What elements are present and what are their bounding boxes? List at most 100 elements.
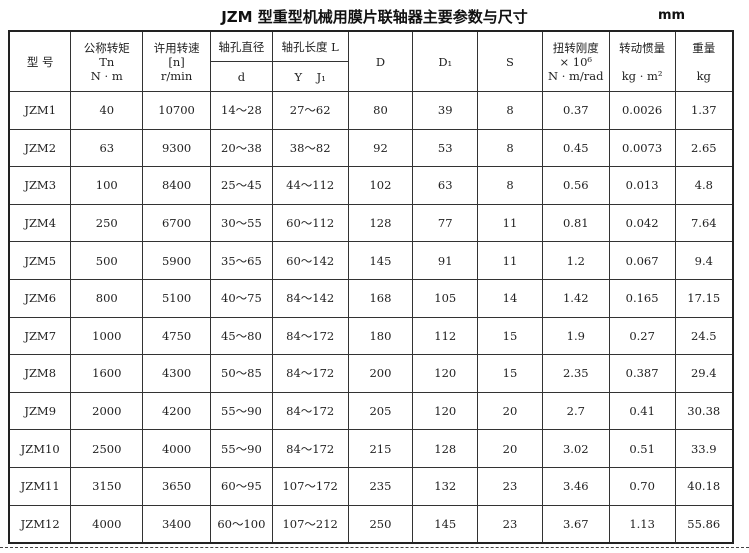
table-cell: 250	[70, 203, 144, 243]
table-cell: 84～172	[271, 354, 349, 393]
table-cell: JZM4	[8, 203, 72, 243]
table-row: JZM11 3150 3650 60～95 107～172 235 132 23 3.46 0.7…	[8, 466, 734, 506]
table-cell: 0.0026	[608, 91, 676, 130]
table-cell: 17.15	[674, 278, 734, 318]
table-row: JZM9 2000 4200 55～90 84～172 205 120 20 2.7 0.41 30…	[8, 391, 734, 431]
table-cell: 200	[347, 354, 414, 393]
table-cell: JZM9	[8, 391, 72, 431]
table-cell: 23	[477, 504, 543, 544]
table-row: JZM5 500 5900 35～65 60～142 145 91 11 1.2 0.067 9.4	[8, 241, 734, 280]
table-cell: 5900	[142, 241, 211, 280]
table-cell: 23	[477, 466, 543, 506]
table-cell: 2.65	[674, 128, 734, 168]
table-cell: 800	[70, 278, 144, 318]
table-cell: 4.8	[674, 166, 734, 205]
table-cell: 128	[347, 203, 414, 243]
table-cell: JZM11	[8, 466, 72, 506]
header-stiffness: 扭转刚度 × 10⁶ N · m/rad	[541, 30, 610, 92]
table-cell: JZM6	[8, 278, 72, 318]
table-cell: 250	[347, 504, 414, 544]
table-cell: 0.042	[608, 203, 676, 243]
table-cell: 60～112	[271, 203, 349, 243]
table-row: JZM8 1600 4300 50～85 84～172 200 120 15 2.35 0.387…	[8, 354, 734, 393]
table-cell: 205	[347, 391, 414, 431]
table-cell: 6700	[142, 203, 211, 243]
table-cell: 4750	[142, 316, 211, 356]
table-cell: 120	[412, 354, 479, 393]
table-cell: JZM3	[8, 166, 72, 205]
table-cell: 8	[477, 166, 543, 205]
table-cell: 3.02	[541, 429, 610, 468]
table-cell: 9.4	[674, 241, 734, 280]
table-cell: 128	[412, 429, 479, 468]
table-cell: 132	[412, 466, 479, 506]
table-cell: 29.4	[674, 354, 734, 393]
table-cell: 63	[70, 128, 144, 168]
table-cell: 40.18	[674, 466, 734, 506]
table-cell: 20	[477, 429, 543, 468]
table-cell: 40	[70, 91, 144, 130]
table-row: JZM12 4000 3400 60～100 107～212 250 145 23 3.67 1.…	[8, 504, 734, 544]
table-cell: 0.165	[608, 278, 676, 318]
table-cell: 84～172	[271, 429, 349, 468]
table-cell: 10700	[142, 91, 211, 130]
table-cell: 0.51	[608, 429, 676, 468]
table-cell: 84～172	[271, 316, 349, 356]
table-cell: 145	[347, 241, 414, 280]
header-bore: 轴孔直径	[210, 30, 273, 62]
table-row: JZM3 100 8400 25～45 44～112 102 63 8 0.56 0.013 4.8	[8, 166, 734, 205]
table-cell: 0.067	[608, 241, 676, 280]
table-cell: JZM10	[8, 429, 72, 468]
table-cell: 80	[347, 91, 414, 130]
table-cell: 1600	[70, 354, 144, 393]
header-inertia: 转动惯量 kg · m²	[608, 30, 676, 92]
table-cell: 0.45	[541, 128, 610, 168]
table-cell: 2.7	[541, 391, 610, 431]
table-cell: 53	[412, 128, 479, 168]
table-row: JZM7 1000 4750 45～80 84～172 180 112 15 1.9 0.27 24…	[8, 316, 734, 356]
table-cell: 0.27	[608, 316, 676, 356]
table-cell: 55.86	[674, 504, 734, 544]
table-cell: 1.42	[541, 278, 610, 318]
header-D1: D₁	[412, 30, 479, 92]
header-bore-d: d	[210, 61, 273, 92]
unit-label: mm	[658, 8, 686, 23]
table-cell: 145	[412, 504, 479, 544]
table-cell: 60～95	[210, 466, 273, 506]
table-cell: 0.013	[608, 166, 676, 205]
table-cell: 1000	[70, 316, 144, 356]
table-cell: 215	[347, 429, 414, 468]
parameters-table: 型 号 公称转矩 Tn N · m 许用转速 [n] r/min 轴孔直径 轴孔长度 L…	[8, 30, 734, 545]
table-cell: 14	[477, 278, 543, 318]
table-cell: JZM12	[8, 504, 72, 544]
table-cell: JZM7	[8, 316, 72, 356]
table-cell: 4200	[142, 391, 211, 431]
table-cell: 107～212	[271, 504, 349, 544]
table-cell: JZM8	[8, 354, 72, 393]
table-row: JZM1 40 10700 14～28 27～62 80 39 8 0.37 0.0026 1.37	[8, 91, 734, 130]
table-cell: 3400	[142, 504, 211, 544]
table-cell: 8400	[142, 166, 211, 205]
table-cell: 1.13	[608, 504, 676, 544]
table-cell: 92	[347, 128, 414, 168]
table-cell: 0.387	[608, 354, 676, 393]
table-cell: 2.35	[541, 354, 610, 393]
table-row: JZM6 800 5100 40～75 84～142 168 105 14 1.42 0.165 1…	[8, 278, 734, 318]
header-torque: 公称转矩 Tn N · m	[70, 30, 144, 92]
table-cell: 120	[412, 391, 479, 431]
table-cell: 11	[477, 203, 543, 243]
table-cell: 0.41	[608, 391, 676, 431]
header-D: D	[347, 30, 414, 92]
table-cell: JZM1	[8, 91, 72, 130]
header-model: 型 号	[8, 30, 72, 92]
table-cell: 2500	[70, 429, 144, 468]
table-cell: 14～28	[210, 91, 273, 130]
table-cell: 1.9	[541, 316, 610, 356]
header-S: S	[477, 30, 543, 92]
table-cell: JZM5	[8, 241, 72, 280]
header-length-yj: Y J₁	[271, 61, 349, 92]
table-cell: 20～38	[210, 128, 273, 168]
table-cell: 0.56	[541, 166, 610, 205]
table-cell: 20	[477, 391, 543, 431]
table-cell: 8	[477, 91, 543, 130]
